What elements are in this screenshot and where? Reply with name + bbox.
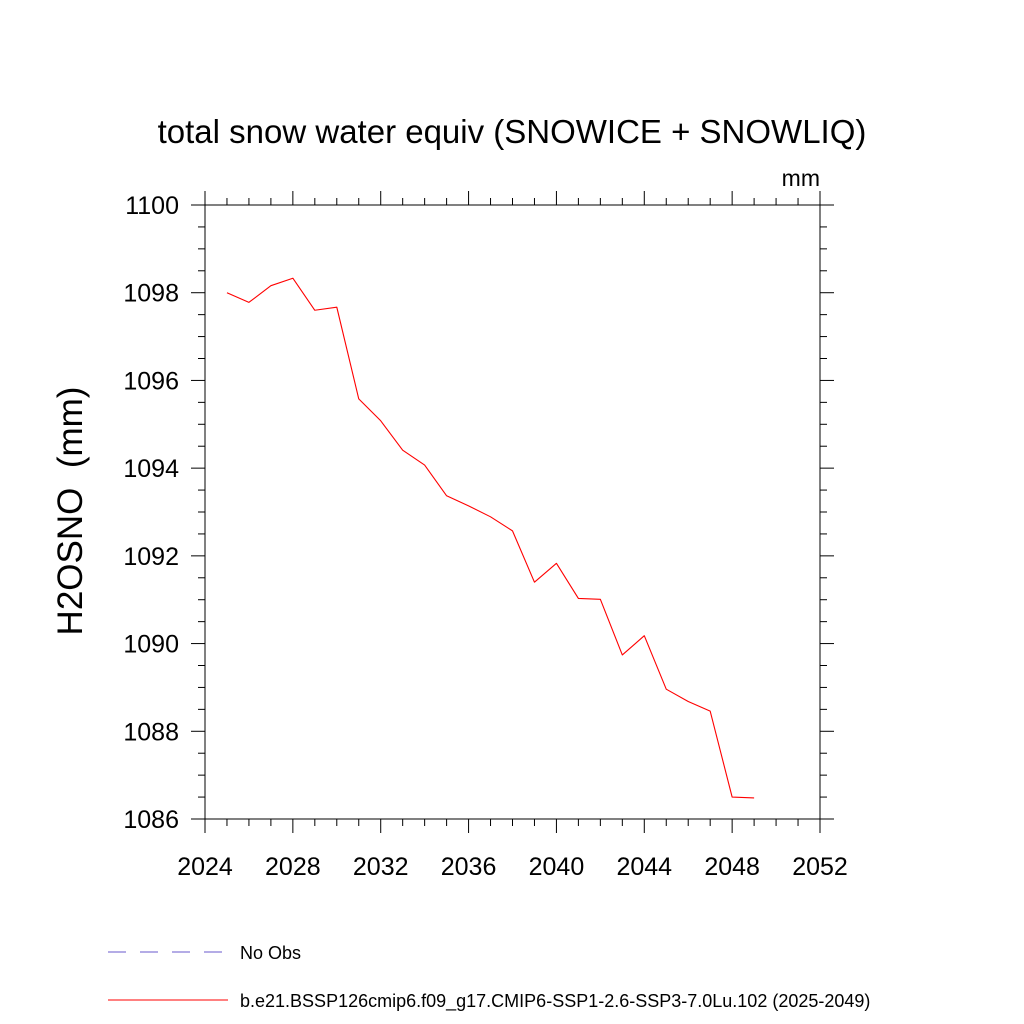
series-layer	[226, 277, 755, 799]
y-axis-label: H2OSNO (mm)	[51, 387, 90, 636]
series-line-1	[226, 277, 755, 799]
y-tick-label: 1092	[123, 543, 179, 571]
x-tick-label: 2048	[704, 853, 760, 881]
legend-label-model-run: b.e21.BSSP126cmip6.f09_g17.CMIP6-SSP1-2.…	[240, 991, 870, 1012]
y-tick-label: 1094	[123, 455, 179, 483]
x-axis-tick-labels: 2024 2028 2032 2036 2040 2044 2048 2052	[177, 853, 848, 881]
y-tick-label: 1088	[123, 718, 179, 746]
legend: No Obs b.e21.BSSP126cmip6.f09_g17.CMIP6-…	[108, 943, 870, 1012]
x-tick-label: 2024	[177, 853, 233, 881]
y-tick-label: 1086	[123, 806, 179, 834]
x-tick-label: 2028	[265, 853, 321, 881]
x-tick-label: 2052	[792, 853, 848, 881]
x-tick-label: 2044	[616, 853, 672, 881]
y-tick-label: 1098	[123, 280, 179, 308]
x-tick-label: 2036	[441, 853, 497, 881]
y-axis-ticks	[191, 204, 834, 820]
units-label: mm	[782, 165, 820, 191]
y-tick-label: 1100	[125, 192, 179, 220]
plot-border	[204, 204, 821, 820]
y-axis-tick-labels: 1086 1088 1090 1092 1094 1096 1098 1100	[123, 192, 179, 834]
x-tick-label: 2040	[529, 853, 585, 881]
chart-title: total snow water equiv (SNOWICE + SNOWLI…	[158, 113, 867, 150]
plot-frame	[204, 204, 821, 820]
y-tick-label: 1096	[123, 367, 179, 395]
y-tick-label: 1090	[123, 631, 179, 659]
x-tick-label: 2032	[353, 853, 409, 881]
legend-label-no-obs: No Obs	[240, 943, 301, 963]
x-axis-ticks	[204, 191, 821, 833]
